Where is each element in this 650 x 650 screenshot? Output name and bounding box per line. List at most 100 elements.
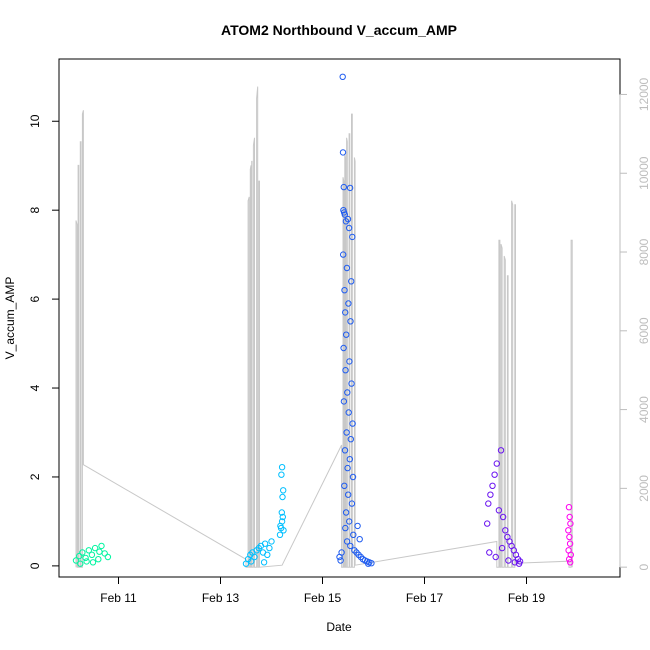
- x-tick-label: Feb 11: [100, 591, 137, 605]
- data-point: [345, 491, 352, 498]
- y-axis-left: 0 2 4 6 8 10: [28, 114, 60, 569]
- data-point: [343, 429, 350, 436]
- data-point: [565, 504, 573, 511]
- data-point: [346, 456, 353, 463]
- data-point: [339, 73, 346, 81]
- data-point: [96, 548, 103, 555]
- y2-tick-label: 12000: [637, 77, 650, 111]
- data-point: [248, 558, 255, 565]
- y2-tick-label: 2000: [637, 475, 650, 502]
- y-axis-label: V_accum_AMP: [3, 277, 17, 360]
- data-point: [515, 560, 523, 567]
- data-point: [261, 540, 269, 547]
- data-point: [278, 464, 286, 471]
- y2-tick-label: 4000: [637, 396, 650, 423]
- data-point: [340, 398, 348, 405]
- data-point: [497, 447, 505, 454]
- data-point: [491, 471, 498, 478]
- data-point: [280, 527, 287, 534]
- data-point: [341, 482, 348, 489]
- data-point: [339, 149, 347, 156]
- data-point: [280, 487, 287, 494]
- data-point: [342, 218, 350, 225]
- data-point: [83, 558, 90, 565]
- data-point: [76, 552, 83, 560]
- series-points-2: [242, 464, 287, 567]
- data-point: [82, 554, 89, 562]
- x-tick-label: Feb 19: [508, 591, 546, 605]
- data-point: [347, 318, 354, 325]
- y-axis-right: 0 2000 4000 6000 8000 10000 12000: [619, 77, 650, 570]
- data-point: [342, 309, 349, 316]
- data-point: [338, 549, 345, 556]
- data-point: [95, 556, 102, 563]
- data-point: [276, 531, 284, 538]
- chart-title: ATOM2 Northbound V_accum_AMP: [221, 22, 457, 38]
- data-point: [342, 509, 350, 516]
- y2-tick-label: 0: [637, 563, 650, 570]
- data-point: [502, 527, 509, 534]
- data-point: [278, 471, 285, 478]
- data-point: [566, 513, 573, 521]
- data-point: [279, 513, 286, 521]
- data-point: [492, 553, 499, 561]
- data-point: [347, 436, 354, 443]
- data-point: [346, 184, 354, 192]
- data-point: [493, 460, 500, 467]
- data-point: [566, 556, 573, 563]
- x-tick-label: Feb 15: [304, 591, 342, 605]
- data-point: [341, 447, 349, 454]
- data-point: [505, 557, 512, 564]
- data-point: [342, 367, 349, 374]
- data-point: [343, 331, 350, 338]
- data-point: [88, 551, 96, 558]
- series-points-3: [336, 73, 375, 567]
- y-tick-label: 8: [28, 207, 42, 214]
- data-point: [72, 557, 80, 564]
- data-point: [498, 544, 506, 552]
- data-point: [101, 550, 108, 557]
- data-point: [345, 224, 353, 232]
- x-tick-label: Feb 13: [202, 591, 240, 605]
- data-point: [346, 518, 353, 525]
- data-point: [349, 420, 356, 427]
- x-tick-label: Feb 17: [406, 591, 444, 605]
- data-point: [348, 500, 356, 507]
- data-point: [340, 183, 347, 191]
- data-point: [511, 559, 518, 566]
- data-point: [337, 557, 344, 564]
- data-point: [277, 522, 284, 530]
- x-axis: Feb 11 Feb 13 Feb 15 Feb 17 Feb 19: [100, 576, 546, 605]
- data-point: [85, 547, 93, 554]
- series-points-5: [565, 504, 574, 566]
- data-point: [279, 493, 286, 501]
- data-point: [340, 251, 347, 258]
- data-point: [350, 531, 357, 538]
- series-points-4: [484, 447, 524, 567]
- data-point: [485, 500, 492, 507]
- data-point: [495, 507, 503, 514]
- data-point: [91, 544, 99, 552]
- data-point: [264, 551, 271, 558]
- data-point: [260, 559, 268, 566]
- data-point: [343, 538, 351, 545]
- data-point: [567, 520, 574, 527]
- point-series-layer: [72, 73, 574, 567]
- data-point: [268, 538, 275, 545]
- data-point: [344, 389, 351, 396]
- data-point: [341, 287, 348, 294]
- data-point: [489, 482, 496, 489]
- data-point: [368, 560, 375, 567]
- data-point: [484, 520, 491, 527]
- data-point: [565, 527, 572, 534]
- data-point: [354, 522, 361, 530]
- data-point: [345, 300, 352, 307]
- data-point: [341, 211, 348, 218]
- data-point: [566, 540, 574, 547]
- data-point: [346, 358, 353, 365]
- data-point: [348, 380, 355, 387]
- data-point: [98, 542, 105, 550]
- data-point: [349, 473, 357, 481]
